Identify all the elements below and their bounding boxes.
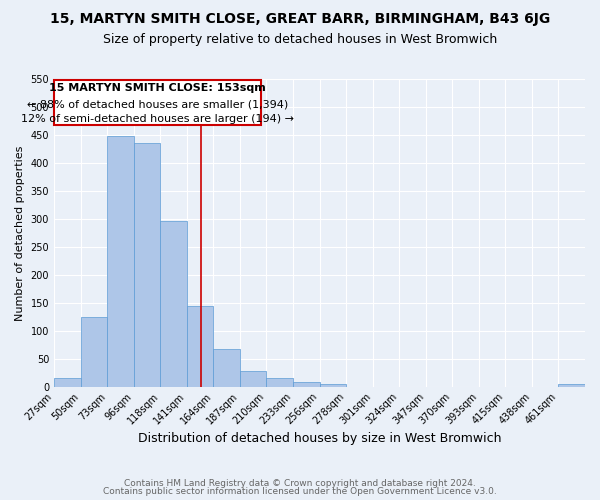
Text: Contains HM Land Registry data © Crown copyright and database right 2024.: Contains HM Land Registry data © Crown c…	[124, 478, 476, 488]
Bar	[266, 378, 293, 386]
Bar	[187, 306, 214, 386]
Bar	[134, 144, 160, 386]
Bar	[559, 384, 585, 386]
Text: ← 88% of detached houses are smaller (1,394): ← 88% of detached houses are smaller (1,…	[27, 99, 288, 109]
X-axis label: Distribution of detached houses by size in West Bromwich: Distribution of detached houses by size …	[138, 432, 501, 445]
Bar	[293, 382, 320, 386]
Text: Contains public sector information licensed under the Open Government Licence v3: Contains public sector information licen…	[103, 487, 497, 496]
Bar	[54, 378, 80, 386]
Bar	[320, 384, 346, 386]
Text: 12% of semi-detached houses are larger (194) →: 12% of semi-detached houses are larger (…	[21, 114, 294, 124]
Bar	[160, 220, 187, 386]
Text: 15 MARTYN SMITH CLOSE: 153sqm: 15 MARTYN SMITH CLOSE: 153sqm	[49, 82, 266, 92]
Bar	[240, 371, 266, 386]
Bar	[214, 348, 240, 387]
Bar	[80, 316, 107, 386]
Y-axis label: Number of detached properties: Number of detached properties	[15, 145, 25, 320]
Bar	[107, 136, 134, 386]
Text: 15, MARTYN SMITH CLOSE, GREAT BARR, BIRMINGHAM, B43 6JG: 15, MARTYN SMITH CLOSE, GREAT BARR, BIRM…	[50, 12, 550, 26]
Text: Size of property relative to detached houses in West Bromwich: Size of property relative to detached ho…	[103, 32, 497, 46]
